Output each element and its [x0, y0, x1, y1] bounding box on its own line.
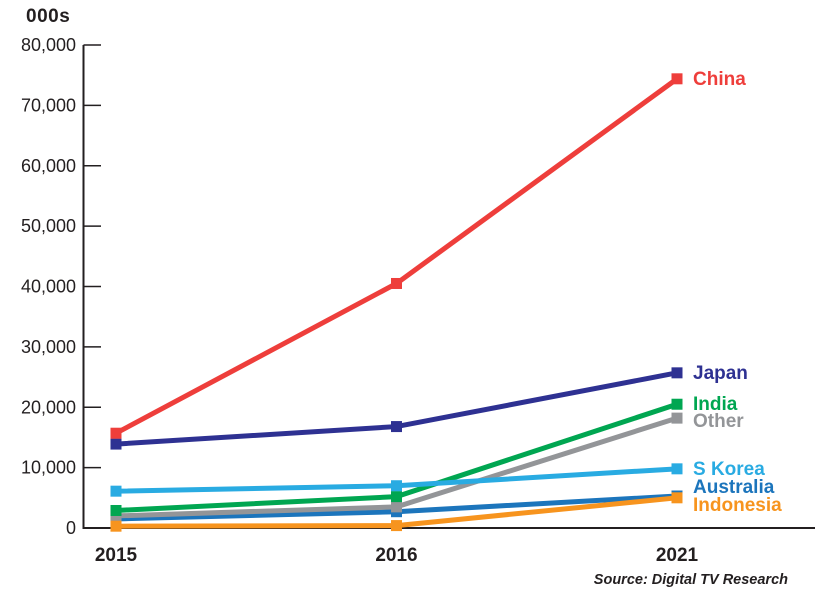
y-tick-label: 30,000	[21, 337, 76, 357]
x-tick-label: 2015	[95, 545, 138, 566]
y-tick-label: 40,000	[21, 277, 76, 297]
data-point	[110, 485, 122, 497]
y-tick-label: 60,000	[21, 156, 76, 176]
data-point	[110, 427, 122, 439]
data-point	[110, 504, 122, 516]
source-caption: Source: Digital TV Research	[593, 572, 788, 588]
data-point	[391, 520, 402, 532]
y-tick-label: 80,000	[21, 35, 76, 55]
data-point	[110, 438, 122, 450]
data-point	[671, 412, 683, 424]
y-tick-label: 70,000	[21, 95, 76, 115]
data-point	[671, 367, 683, 379]
y-tick-label: 50,000	[21, 216, 76, 236]
data-point	[391, 480, 402, 492]
y-tick-label: 20,000	[21, 397, 76, 417]
y-axis-unit-label: 000s	[26, 6, 71, 27]
series-label-australia: Australia	[693, 477, 775, 498]
series-label-china: China	[693, 69, 746, 90]
data-point	[671, 492, 683, 504]
series-line-china	[114, 76, 679, 436]
data-point	[671, 463, 683, 475]
y-tick-label: 10,000	[21, 458, 76, 478]
data-point	[391, 501, 402, 513]
x-tick-label: 2021	[656, 545, 699, 566]
data-point	[110, 520, 122, 532]
data-point	[391, 421, 402, 433]
data-point	[391, 491, 402, 503]
series-label-s-korea: S Korea	[693, 459, 765, 480]
data-point	[391, 277, 402, 289]
series-label-india: India	[693, 394, 738, 415]
series-label-japan: Japan	[693, 363, 748, 384]
data-point	[671, 73, 683, 85]
series-label-indonesia: Indonesia	[693, 495, 782, 516]
series-label-other: Other	[693, 411, 744, 432]
x-tick-label: 2016	[375, 545, 417, 566]
data-point	[671, 398, 683, 410]
y-tick-label: 0	[66, 518, 76, 538]
